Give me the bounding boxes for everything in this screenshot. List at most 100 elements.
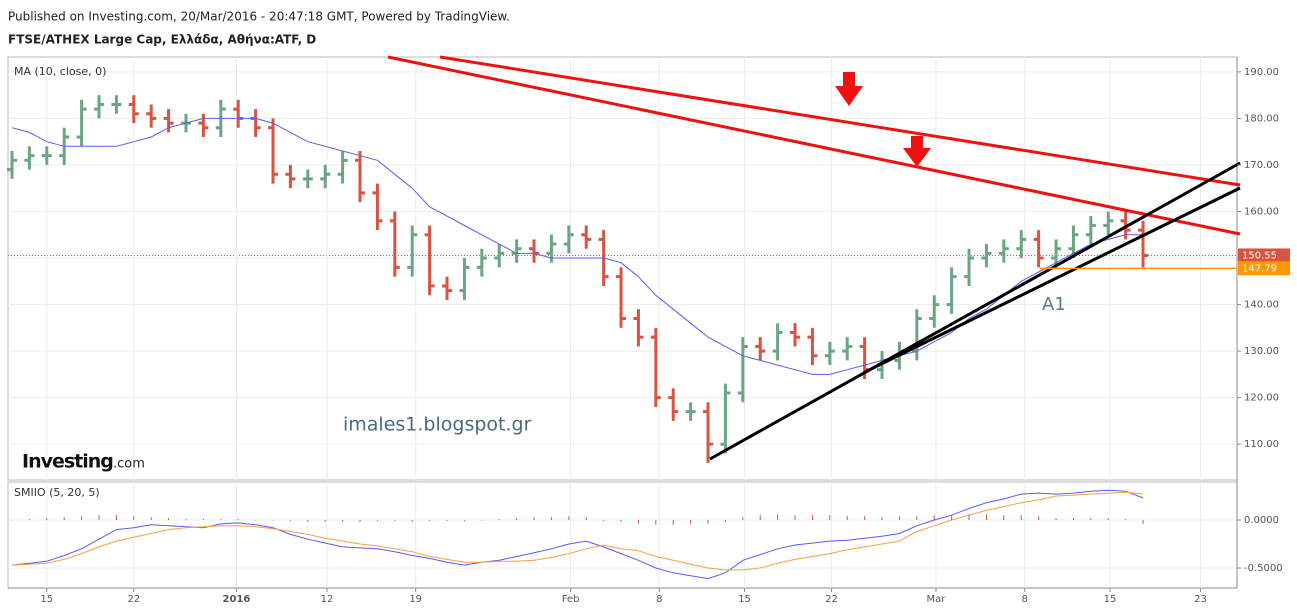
y-tick-label: 0.0000 <box>1244 515 1279 526</box>
down-arrow <box>903 136 931 167</box>
oscillator-bar <box>1125 519 1127 521</box>
trend-line <box>387 55 1241 236</box>
oscillator-bar <box>742 517 744 521</box>
pane-title: MA (10, close, 0) <box>14 65 106 78</box>
pane-title: SMIIO (5, 20, 5) <box>14 486 100 499</box>
oscillator-bar <box>255 520 257 521</box>
oscillator-bar <box>655 520 657 525</box>
price-label: 147.79 <box>1242 263 1277 274</box>
oscillator-bar <box>185 519 187 521</box>
oscillator-bar <box>794 515 796 521</box>
oscillator-bar <box>533 517 535 521</box>
oscillator-bar <box>672 520 674 525</box>
oscillator-bar <box>133 516 135 521</box>
oscillator-bar <box>1107 518 1109 521</box>
oscillator-bar <box>202 519 204 521</box>
oscillator-bar <box>864 516 866 521</box>
price-label-box <box>1238 248 1290 263</box>
y-tick-label: 120.00 <box>1244 393 1279 404</box>
y-tick-label: 180.00 <box>1244 113 1279 124</box>
oscillator-bar <box>307 520 309 522</box>
ma-line <box>11 117 1143 375</box>
oscillator-bar <box>46 518 48 521</box>
y-tick-label: 130.00 <box>1244 346 1279 357</box>
oscillator-bar <box>394 520 396 521</box>
x-tick-label: Feb <box>562 594 580 605</box>
oscillator-bar <box>1090 518 1092 521</box>
oscillator-bar <box>690 520 692 524</box>
oscillator-bar <box>429 520 431 521</box>
oscillator-bar <box>1020 515 1022 521</box>
oscillator-bar <box>951 515 953 521</box>
y-tick-label: 160.00 <box>1244 206 1279 217</box>
oscillator-bar <box>220 519 222 521</box>
oscillator-bar <box>411 520 413 522</box>
indicator-line <box>11 491 1144 571</box>
oscillator-bar <box>603 520 605 521</box>
oscillator-bar <box>289 520 291 521</box>
y-tick-label: -0.5000 <box>1244 563 1283 574</box>
oscillator-bar <box>1055 518 1057 521</box>
trend-line <box>709 161 1241 461</box>
x-tick-label: 23 <box>1194 594 1207 605</box>
oscillator-bar <box>150 517 152 521</box>
oscillator-bar <box>1003 515 1005 521</box>
oscillator-bar <box>811 515 813 521</box>
oscillator-bar <box>898 516 900 521</box>
oscillator-bar <box>359 520 361 522</box>
oscillator-bar <box>846 516 848 521</box>
oscillator-bar <box>724 520 726 522</box>
oscillator-bar <box>1142 520 1144 524</box>
indicator-pane <box>7 481 1238 589</box>
x-tick-label: 8 <box>656 594 662 605</box>
oscillator-bar <box>11 520 13 521</box>
y-tick-label: 170.00 <box>1244 160 1279 171</box>
x-tick-label: 12 <box>321 594 334 605</box>
oscillator-bar <box>324 520 326 522</box>
oscillator-bar <box>916 516 918 521</box>
x-tick-label: 19 <box>409 594 422 605</box>
oscillator-bar <box>98 515 100 521</box>
oscillator-bar <box>829 515 831 521</box>
oscillator-bar <box>463 520 465 521</box>
oscillator-bar <box>81 516 83 521</box>
indicator-line <box>11 489 1144 580</box>
logo: Investing <box>22 451 113 473</box>
oscillator-bar <box>516 518 518 521</box>
oscillator-bar <box>568 516 570 521</box>
oscillator-bar <box>481 520 483 521</box>
symbol-title: FTSE/ATHEX Large Cap, Ελλάδα, Αθήνα:ATF,… <box>8 33 316 47</box>
oscillator-bar <box>637 520 639 524</box>
published-note: Published on Investing.com, 20/Mar/2016 … <box>8 10 510 24</box>
oscillator-bar <box>376 520 378 521</box>
oscillator-bar <box>620 520 622 522</box>
x-tick-label: 15 <box>738 594 751 605</box>
oscillator-bar <box>237 519 239 521</box>
x-tick-label: 2016 <box>223 594 251 605</box>
x-tick-label: 15 <box>1104 594 1117 605</box>
oscillator-bar <box>63 517 65 521</box>
trend-line <box>864 186 1241 374</box>
oscillator-bar <box>759 515 761 521</box>
oscillator-bar <box>881 517 883 521</box>
x-tick-label: 22 <box>825 594 838 605</box>
oscillator-bar <box>933 515 935 521</box>
oscillator-bar <box>707 520 709 524</box>
logo: .com <box>113 457 145 472</box>
x-tick-label: 8 <box>1022 594 1028 605</box>
oscillator-bar <box>115 515 117 521</box>
x-tick-label: 22 <box>127 594 140 605</box>
oscillator-bar <box>446 520 448 521</box>
oscillator-bar <box>968 514 970 521</box>
y-tick-label: 190.00 <box>1244 67 1279 78</box>
y-tick-label: 110.00 <box>1244 439 1279 450</box>
oscillator-bar <box>777 514 779 521</box>
y-tick-label: 140.00 <box>1244 300 1279 311</box>
down-arrow <box>835 72 863 106</box>
oscillator-bar <box>550 517 552 521</box>
oscillator-bar <box>168 518 170 521</box>
price-label-box <box>1238 261 1290 276</box>
oscillator-bar <box>498 519 500 521</box>
oscillator-bar <box>28 519 30 521</box>
watermark: imales1.blogspot.gr <box>343 414 532 436</box>
